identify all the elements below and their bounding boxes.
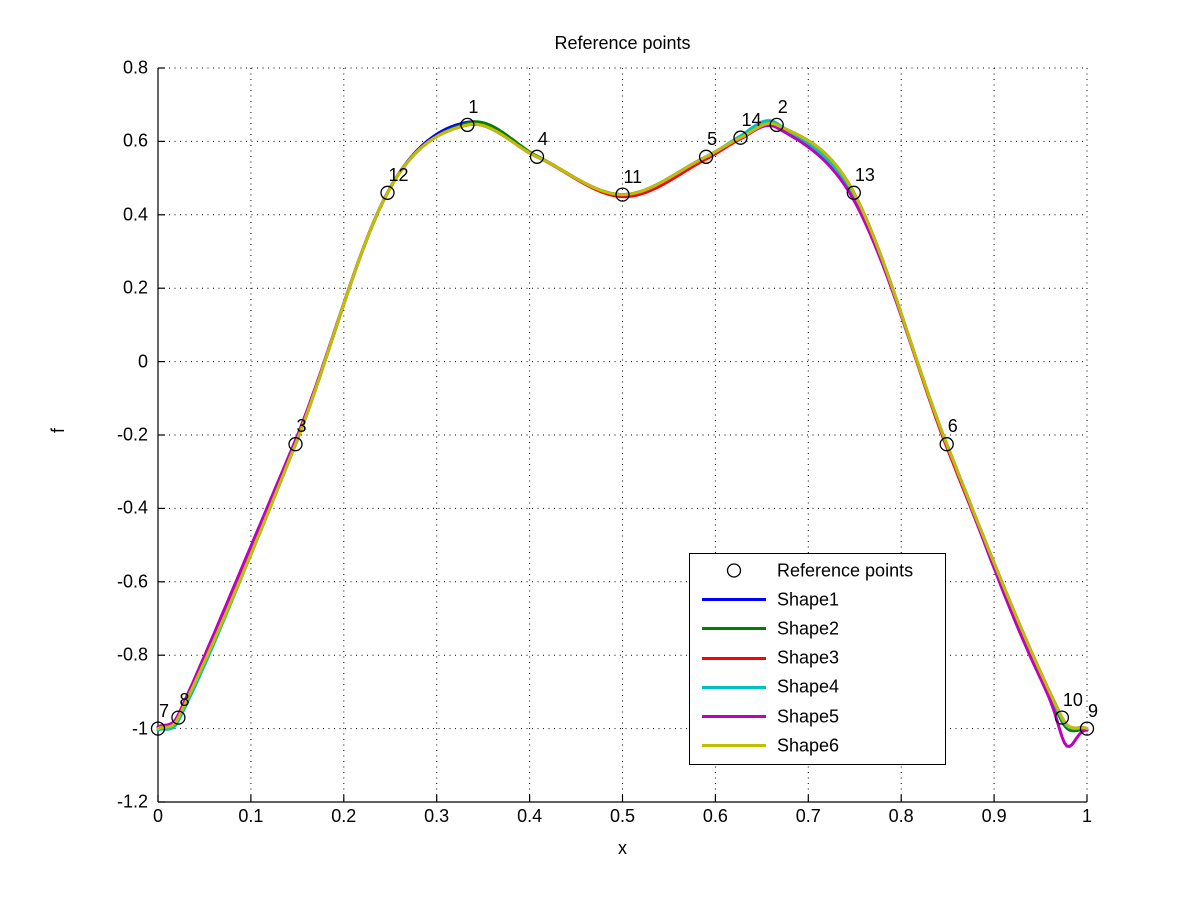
- x-tick-label: 0.8: [888, 806, 914, 826]
- x-tick-label: 0.5: [609, 806, 636, 826]
- reference-point-marker-11: [615, 187, 630, 202]
- reference-point-marker-9: [1079, 721, 1095, 736]
- reference-point-marker-2: [769, 117, 784, 133]
- x-tick-label: 0.4: [517, 806, 543, 826]
- legend-item-shape6: Shape6: [690, 731, 945, 760]
- point-label-5: 5: [707, 128, 718, 149]
- legend-line-swatch-shape3: [702, 656, 766, 660]
- point-label-9: 9: [1088, 700, 1099, 721]
- point-label-13: 13: [854, 164, 875, 185]
- legend-item-shape5: Shape5: [690, 702, 945, 731]
- x-tick-label: 0.3: [424, 806, 450, 826]
- legend-item-label: Shape3: [777, 647, 840, 668]
- legend-item-label: Shape1: [777, 589, 840, 610]
- reference-point-marker-3: [288, 437, 303, 452]
- legend-item-label: Shape6: [777, 735, 840, 756]
- y-tick-label: 0.6: [122, 130, 148, 151]
- reference-point-marker-5: [698, 149, 714, 164]
- legend-item-shape1: Shape1: [690, 585, 945, 614]
- point-label-11: 11: [623, 166, 643, 187]
- reference-point-marker-12: [380, 185, 395, 200]
- legend-line-swatch-shape2: [702, 627, 766, 631]
- y-tick-label: -0.2: [116, 424, 148, 445]
- x-tick-label: 0.6: [702, 806, 728, 826]
- x-tick-label: 1: [1081, 806, 1093, 826]
- y-tick-label: -0.6: [116, 571, 148, 592]
- reference-point-marker-13: [846, 185, 861, 200]
- chart-title: Reference points: [554, 33, 691, 53]
- y-tick-label: 0.8: [122, 57, 148, 78]
- point-label-6: 6: [947, 416, 958, 437]
- reference-point-marker-14: [733, 130, 748, 145]
- x-tick-label: 0.1: [238, 806, 264, 826]
- y-tick-label: 0.2: [122, 277, 148, 298]
- legend: Reference points Shape1 Shape2 Shape3 Shape4…: [689, 553, 946, 765]
- reference-point-marker-6: [939, 437, 954, 452]
- x-tick-label: 0: [152, 806, 164, 826]
- y-tick-label: -1.2: [116, 791, 148, 812]
- legend-item-label: Shape2: [777, 618, 840, 639]
- reference-point-marker-1: [460, 117, 475, 133]
- y-tick-label: -1: [131, 718, 148, 739]
- x-tick-label: 0.9: [981, 806, 1007, 826]
- x-tick-label: 0.7: [795, 806, 821, 826]
- y-tick-label: 0: [137, 351, 148, 372]
- reference-point-marker-10: [1054, 710, 1070, 725]
- legend-item-label: Shape4: [777, 676, 840, 697]
- legend-line-swatch-shape5: [702, 715, 766, 718]
- legend-line-swatch-shape4: [702, 685, 766, 689]
- legend-item-label: Shape5: [777, 706, 840, 726]
- y-tick-label: 0.4: [122, 204, 148, 225]
- legend-item-shape3: Shape3: [690, 644, 945, 673]
- point-label-2: 2: [777, 96, 788, 117]
- point-label-8: 8: [179, 689, 190, 710]
- x-axis-label: x: [618, 838, 627, 858]
- legend-line-swatch-shape1: [702, 598, 766, 602]
- legend-line-swatch-shape6: [702, 744, 766, 748]
- legend-circle-marker-icon: [726, 563, 742, 578]
- point-label-3: 3: [296, 416, 307, 437]
- legend-item-shape2: Shape2: [690, 614, 945, 643]
- point-label-12: 12: [388, 164, 409, 185]
- legend-item-shape4: Shape4: [690, 673, 945, 702]
- legend-marker-icon: [726, 563, 742, 578]
- point-label-10: 10: [1062, 689, 1083, 710]
- y-tick-label: -0.4: [116, 497, 148, 518]
- point-label-14: 14: [741, 109, 762, 130]
- point-label-1: 1: [468, 96, 479, 117]
- y-tick-label: -0.8: [116, 644, 148, 665]
- x-tick-label: 0.2: [331, 806, 357, 826]
- reference-point-marker-4: [529, 149, 545, 164]
- reference-point-marker-8: [171, 710, 186, 725]
- legend-item-label: Reference points: [777, 560, 914, 580]
- y-axis-label: f: [48, 427, 69, 434]
- point-label-4: 4: [538, 128, 549, 149]
- legend-item-reference-points: Reference points: [690, 556, 945, 585]
- curve-shape6: [156, 121, 1089, 731]
- point-label-7: 7: [159, 700, 170, 721]
- reference-point-marker-7: [150, 721, 166, 736]
